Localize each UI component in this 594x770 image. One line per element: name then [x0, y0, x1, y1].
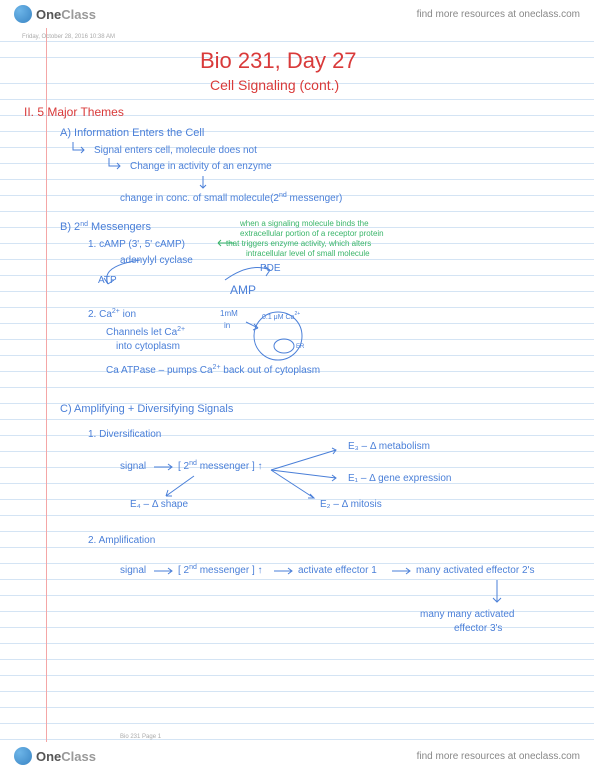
E1: E₁ – Δ gene expression — [348, 474, 451, 484]
effector-1: activate effector 1 — [298, 566, 377, 576]
header-bar: OneClass find more resources at oneclass… — [0, 0, 594, 28]
B2b: into cytoplasm — [116, 342, 180, 352]
mM-label: 1mM — [220, 310, 238, 318]
fan-arrows — [266, 446, 356, 506]
atp-arrow — [90, 258, 150, 288]
B2c: Ca ATPase – pumps Ca2+ back out of cytop… — [106, 366, 320, 376]
effector-3b: effector 3's — [454, 624, 502, 634]
section-A: A) Information Enters the Cell — [60, 128, 204, 139]
C-2: 2. Amplification — [88, 536, 155, 546]
footer-logo: OneClass — [14, 747, 96, 765]
arrow-down-eff3 — [490, 578, 504, 606]
B-note1: when a signaling molecule binds the — [240, 220, 369, 228]
arrow-sig-msg — [152, 462, 176, 472]
header-resources: find more resources at oneclass.com — [417, 9, 580, 20]
B2a: Channels let Ca2+ — [106, 328, 185, 338]
B-note4: intracellular level of small molecule — [246, 250, 370, 258]
logo-icon — [14, 5, 32, 23]
footer-logo-class: Class — [61, 749, 96, 764]
amp-label: AMP — [230, 284, 256, 296]
section-B: B) 2nd Messengers — [60, 222, 151, 233]
in-label: in — [224, 322, 230, 330]
arrow-sig2 — [152, 566, 176, 576]
footer-bar: OneClass find more resources at oneclass… — [0, 742, 594, 770]
A-line1: Signal enters cell, molecule does not — [94, 146, 257, 156]
arrow-eff2 — [390, 566, 414, 576]
arrow-down-1 — [198, 174, 208, 192]
er-label: ER — [296, 344, 304, 350]
effector-2: many activated effector 2's — [416, 566, 534, 576]
B-note2: extracellular portion of a receptor prot… — [240, 230, 384, 238]
notes-content: Bio 231, Day 27 Cell Signaling (cont.) I… — [0, 28, 594, 742]
C-1: 1. Diversification — [88, 430, 161, 440]
B-2: 2. Ca2+ ion — [88, 310, 136, 320]
E2: E₂ – Δ mitosis — [320, 500, 382, 510]
signal-1: signal — [120, 462, 146, 472]
A-line2: Change in activity of an enzyme — [130, 162, 272, 172]
logo: OneClass — [14, 5, 96, 23]
messenger-bracket-2: [ 2nd messenger ] ↑ — [178, 566, 263, 576]
messenger-bracket: [ 2nd messenger ] ↑ — [178, 462, 263, 472]
E4: E₄ – Δ shape — [130, 500, 188, 510]
logo-one: One — [36, 7, 61, 22]
ca-inside: 0.1 μM Ca2+ — [262, 314, 300, 321]
arrow-e4 — [160, 472, 200, 502]
arrow-eff1 — [272, 566, 296, 576]
footer-logo-icon — [14, 747, 32, 765]
B-note3: that triggers enzyme activity, which alt… — [226, 240, 371, 248]
logo-class: Class — [61, 7, 96, 22]
A-line3: change in conc. of small molecule(2nd me… — [120, 194, 342, 204]
page-subtitle: Cell Signaling (cont.) — [210, 78, 339, 92]
E3: E₃ – Δ metabolism — [348, 442, 430, 452]
B-1: 1. cAMP (3', 5' cAMP) — [88, 240, 185, 250]
arrow-hook-1 — [70, 140, 90, 154]
arrow-hook-2 — [106, 156, 126, 170]
footer-resources: find more resources at oneclass.com — [417, 751, 580, 762]
section-C: C) Amplifying + Diversifying Signals — [60, 404, 233, 415]
effector-3a: many many activated — [420, 610, 515, 620]
footer-logo-one: One — [36, 749, 61, 764]
page-title: Bio 231, Day 27 — [200, 50, 357, 72]
green-brace-arrow — [216, 238, 238, 248]
signal-2: signal — [120, 566, 146, 576]
section-2: II. 5 Major Themes — [24, 106, 124, 118]
